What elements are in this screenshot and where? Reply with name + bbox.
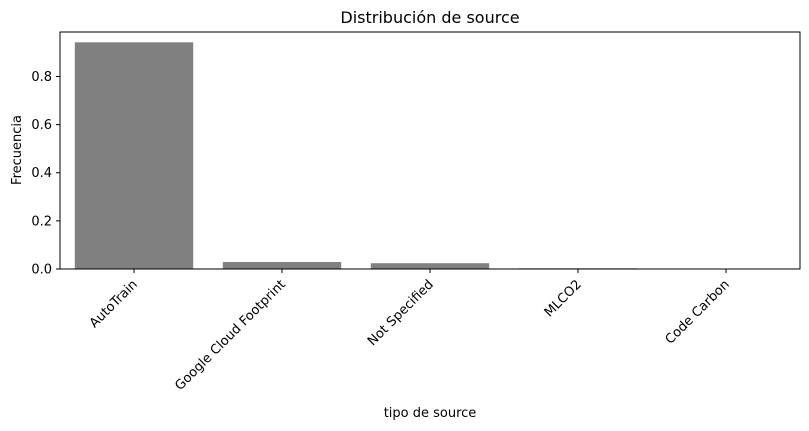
x-axis-ticks: AutoTrain Google Cloud Footprint Not Speci… bbox=[87, 269, 733, 394]
x-tick-label: Google Cloud Footprint bbox=[172, 277, 289, 394]
x-tick-label: Code Carbon bbox=[663, 277, 733, 347]
bar-not-specified bbox=[370, 263, 490, 269]
y-axis-label: Frecuencia bbox=[10, 115, 25, 185]
x-axis-label: tipo de source bbox=[384, 406, 477, 421]
bars-group bbox=[74, 42, 786, 270]
x-tick-label: MLCO2 bbox=[542, 277, 585, 320]
bar-autotrain bbox=[74, 42, 194, 269]
x-tick-label: AutoTrain bbox=[87, 277, 141, 331]
y-tick-label: 0.6 bbox=[31, 118, 52, 133]
x-tick-label: Not Specified bbox=[365, 277, 437, 349]
y-tick-label: 0.2 bbox=[31, 214, 52, 229]
chart-title: Distribución de source bbox=[340, 8, 519, 27]
y-tick-label: 0.4 bbox=[31, 166, 52, 181]
bar-google-cloud-footprint bbox=[222, 262, 342, 269]
y-tick-label: 0.0 bbox=[31, 263, 52, 278]
y-axis-ticks: 0.0 0.2 0.4 0.6 0.8 bbox=[31, 70, 60, 278]
y-tick-label: 0.8 bbox=[31, 70, 52, 85]
plot-frame bbox=[59, 31, 801, 270]
